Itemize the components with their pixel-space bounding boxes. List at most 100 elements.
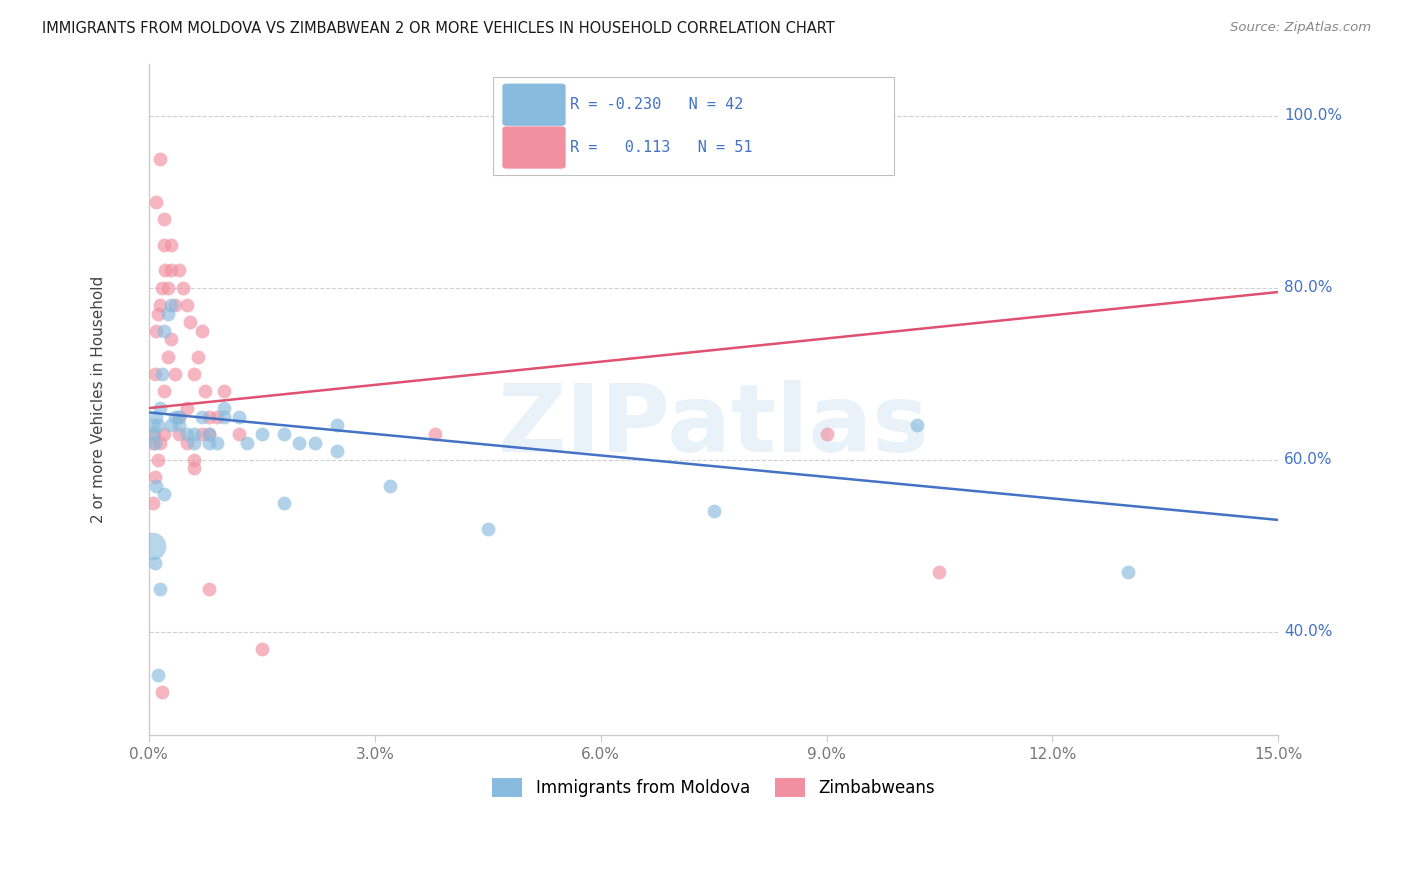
Text: R =   0.113   N = 51: R = 0.113 N = 51	[571, 140, 752, 155]
Point	[212, 401, 235, 416]
Point	[326, 444, 349, 458]
Point	[928, 565, 950, 579]
Point	[153, 211, 176, 226]
Point	[167, 409, 190, 424]
Point	[146, 418, 169, 433]
Point	[142, 435, 165, 450]
Point	[183, 452, 205, 467]
Point	[176, 401, 198, 416]
Point	[250, 642, 273, 657]
Point	[160, 332, 183, 346]
Point	[176, 426, 198, 441]
Point	[149, 298, 172, 312]
Point	[156, 306, 179, 320]
Point	[176, 298, 198, 312]
Point	[143, 367, 166, 381]
Text: 100.0%: 100.0%	[1284, 108, 1341, 123]
Point	[143, 435, 166, 450]
Point	[153, 324, 176, 338]
Point	[152, 367, 174, 381]
Point	[183, 435, 205, 450]
Point	[905, 418, 928, 433]
Point	[160, 418, 183, 433]
Text: R = -0.230   N = 42: R = -0.230 N = 42	[571, 97, 744, 112]
Point	[149, 152, 172, 166]
Point	[198, 426, 221, 441]
Point	[212, 409, 235, 424]
Point	[146, 667, 169, 681]
Point	[228, 409, 250, 424]
Point	[153, 384, 176, 398]
Point	[160, 237, 183, 252]
Point	[167, 263, 190, 277]
Point	[143, 470, 166, 484]
Point	[167, 409, 190, 424]
Point	[167, 418, 190, 433]
Point	[273, 426, 295, 441]
Point	[152, 281, 174, 295]
FancyBboxPatch shape	[494, 78, 894, 175]
Point	[142, 418, 165, 433]
Point	[304, 435, 326, 450]
Point	[250, 426, 273, 441]
Point	[145, 409, 167, 424]
Point	[198, 426, 221, 441]
Point	[145, 194, 167, 209]
Point	[228, 426, 250, 441]
Text: 80.0%: 80.0%	[1284, 280, 1333, 295]
Point	[190, 426, 212, 441]
Point	[212, 384, 235, 398]
Point	[198, 409, 221, 424]
Point	[153, 237, 176, 252]
Point	[235, 435, 257, 450]
Point	[156, 281, 179, 295]
Point	[143, 556, 166, 570]
Point	[146, 306, 169, 320]
Point	[205, 409, 228, 424]
Point	[183, 367, 205, 381]
Point	[145, 478, 167, 492]
Point	[172, 281, 194, 295]
Point	[194, 384, 217, 398]
Point	[288, 435, 311, 450]
Point	[141, 539, 163, 553]
Point	[165, 367, 187, 381]
Legend: Immigrants from Moldova, Zimbabweans: Immigrants from Moldova, Zimbabweans	[485, 772, 942, 804]
Text: IMMIGRANTS FROM MOLDOVA VS ZIMBABWEAN 2 OR MORE VEHICLES IN HOUSEHOLD CORRELATIO: IMMIGRANTS FROM MOLDOVA VS ZIMBABWEAN 2 …	[42, 21, 835, 36]
Point	[153, 487, 176, 501]
Text: 40.0%: 40.0%	[1284, 624, 1333, 640]
Point	[198, 582, 221, 596]
Point	[378, 478, 401, 492]
Point	[815, 426, 838, 441]
Point	[143, 426, 166, 441]
Point	[190, 409, 212, 424]
Point	[149, 582, 172, 596]
Point	[160, 263, 183, 277]
Point	[198, 435, 221, 450]
Point	[326, 418, 349, 433]
Point	[165, 409, 187, 424]
Point	[183, 426, 205, 441]
Point	[176, 435, 198, 450]
Point	[273, 496, 295, 510]
Text: 2 or more Vehicles in Household: 2 or more Vehicles in Household	[90, 276, 105, 523]
FancyBboxPatch shape	[502, 127, 565, 169]
Point	[165, 298, 187, 312]
Point	[156, 350, 179, 364]
Point	[152, 685, 174, 699]
Point	[183, 461, 205, 475]
Point	[160, 298, 183, 312]
Point	[155, 263, 177, 277]
Point	[167, 426, 190, 441]
Point	[153, 426, 176, 441]
Point	[703, 504, 725, 518]
Point	[187, 350, 209, 364]
Text: ZIPatlas: ZIPatlas	[498, 380, 929, 473]
Point	[190, 324, 212, 338]
Point	[179, 315, 201, 329]
Point	[142, 426, 165, 441]
Point	[423, 426, 446, 441]
Text: 60.0%: 60.0%	[1284, 452, 1333, 467]
Point	[1116, 565, 1139, 579]
Point	[149, 401, 172, 416]
